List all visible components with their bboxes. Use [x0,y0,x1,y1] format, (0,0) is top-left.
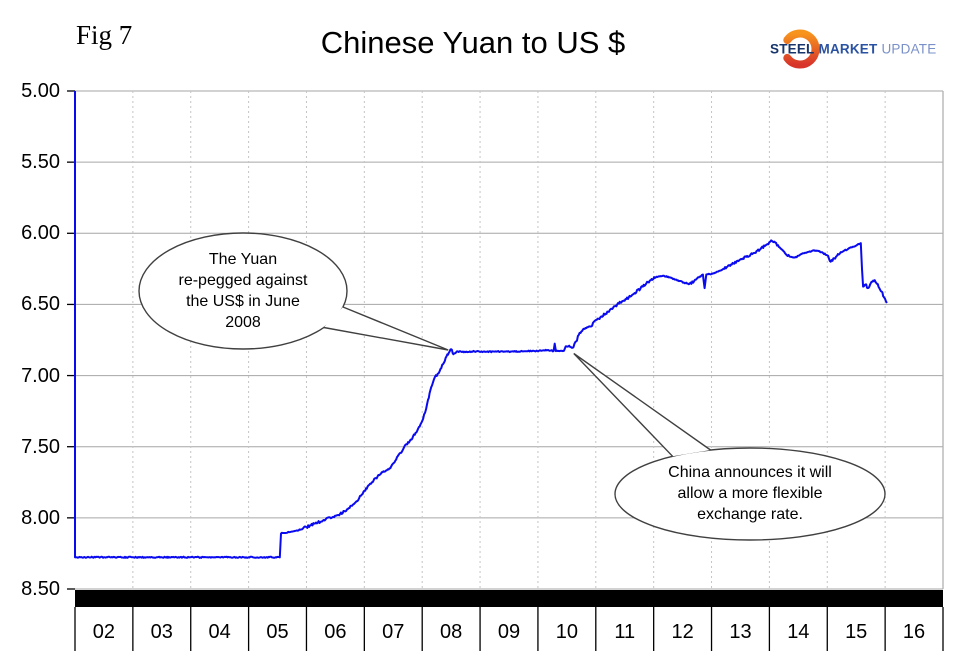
logo-word-market: MARKET [818,41,878,57]
logo-word-update: UPDATE [881,41,937,57]
callout-flexible-rate-text: China announces it will allow a more fle… [668,464,832,523]
logo-word-steel: STEEL [770,41,815,57]
figure-number-label: Fig 7 [76,20,133,50]
x-axis-band [75,590,943,607]
callout-yuan-repegged-text: The Yuan re-pegged against the US$ in Ju… [178,251,308,331]
callout-flexible-rate-bubble [614,447,886,541]
logo-wordmark: STEEL MARKET UPDATE [770,42,940,57]
crescent-shape [783,29,820,69]
yuan-usd-line [74,91,888,559]
callout-yuan-repegged-bubble [138,232,348,350]
callout-yuan-repegged-bubble-tail [323,306,449,351]
page-title: Chinese Yuan to US $ [320,25,626,60]
steel-market-update-logo: STEEL MARKET UPDATE [770,24,940,74]
callout-flexible-rate-bubble-tail [573,352,711,457]
smu-crescent-icon [783,29,820,69]
